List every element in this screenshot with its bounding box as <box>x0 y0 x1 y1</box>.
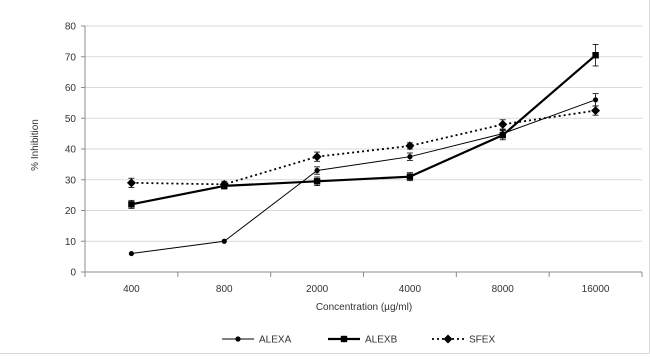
y-tick-label: 70 <box>65 52 77 63</box>
data-point <box>592 52 599 59</box>
data-point <box>314 167 320 174</box>
y-tick-labels: 0 10 20 30 40 50 60 70 80 <box>65 22 77 279</box>
legend-item-alexb: ALEXB <box>328 335 398 346</box>
y-tick-label: 50 <box>65 114 77 125</box>
x-tick-label: 2000 <box>306 284 329 295</box>
y-tick-label: 20 <box>65 206 77 217</box>
series-line <box>131 109 596 186</box>
legend-label: ALEXA <box>259 335 292 346</box>
y-tick-label: 40 <box>65 145 77 156</box>
y-axis-title: % Inhibition <box>30 119 41 171</box>
x-tick-labels: 400 800 2000 4000 8000 16000 <box>123 284 610 295</box>
y-tick-label: 60 <box>65 83 77 94</box>
data-point <box>128 250 135 257</box>
x-tick-label: 800 <box>216 284 233 295</box>
data-point <box>591 106 601 116</box>
x-tick-label: 8000 <box>492 284 515 295</box>
legend-swatch-marker <box>340 335 348 343</box>
data-point <box>312 152 322 162</box>
data-point <box>126 178 136 188</box>
axes <box>81 25 643 277</box>
data-point <box>219 179 229 189</box>
legend-label: SFEX <box>469 335 495 346</box>
legend: ALEXA ALEXB SFEX <box>222 334 495 346</box>
x-tick-label: 4000 <box>399 284 422 295</box>
y-tick-label: 30 <box>65 175 77 186</box>
legend-item-sfex: SFEX <box>432 334 495 346</box>
series-lines <box>126 44 601 257</box>
data-point <box>128 201 135 208</box>
legend-swatch-marker <box>443 334 453 344</box>
y-tick-label: 10 <box>65 237 77 248</box>
data-point <box>592 97 599 103</box>
data-point <box>498 119 508 129</box>
x-tick-label: 16000 <box>582 284 610 295</box>
data-point <box>499 131 506 139</box>
data-point <box>407 154 413 160</box>
legend-item-alexa: ALEXA <box>222 335 292 346</box>
legend-label: ALEXB <box>365 335 398 346</box>
data-point <box>406 173 414 180</box>
y-tick-label: 80 <box>65 22 77 33</box>
x-tick-label: 400 <box>123 284 140 295</box>
x-axis-title: Concentration (µg/ml) <box>316 302 412 313</box>
series-alexb <box>128 44 599 209</box>
series-line <box>131 99 596 255</box>
series-sfex <box>126 105 601 189</box>
data-point <box>405 141 415 151</box>
data-point <box>313 178 321 185</box>
data-point <box>221 238 227 244</box>
series-line <box>131 54 597 206</box>
legend-swatch-marker <box>235 336 241 342</box>
y-tick-label: 0 <box>70 268 76 279</box>
gridlines <box>85 25 642 242</box>
